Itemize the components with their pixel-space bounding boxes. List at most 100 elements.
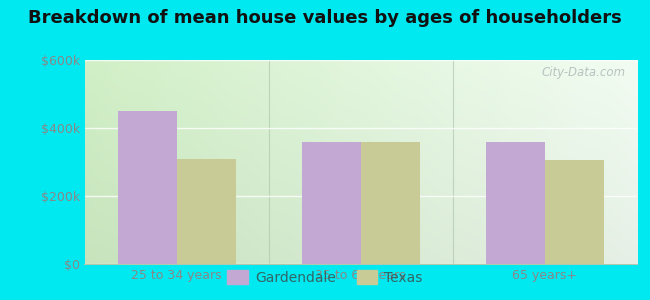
Bar [89,60,515,264]
Bar [89,60,521,264]
Bar [86,60,306,264]
Bar [88,60,449,264]
Bar [85,60,168,264]
Bar [87,60,322,264]
Bar [88,60,443,264]
Bar [86,60,228,264]
Bar [86,60,239,264]
Bar [85,60,140,264]
Bar [89,60,526,264]
Bar [88,60,438,264]
Bar [86,60,200,264]
Bar [87,60,339,264]
Bar [85,60,134,264]
Bar [88,60,427,264]
Legend: Gardendale, Texas: Gardendale, Texas [222,264,428,290]
Bar [88,60,471,264]
Bar [86,60,278,264]
Bar [90,60,593,264]
Bar [85,60,145,264]
Bar [86,60,317,264]
Text: Breakdown of mean house values by ages of householders: Breakdown of mean house values by ages o… [28,9,622,27]
Bar [87,60,361,264]
Bar [88,60,499,264]
Bar [302,142,361,264]
Bar [84,60,96,264]
Bar [87,60,328,264]
Bar [86,60,217,264]
Bar [88,60,433,264]
Bar [89,60,565,264]
Bar [85,60,123,264]
Bar [89,60,571,264]
Bar [88,60,394,264]
Bar [86,60,250,264]
Bar [86,60,261,264]
Bar [545,160,604,264]
Bar [87,60,333,264]
Bar [85,60,184,264]
Bar [86,60,245,264]
Bar [361,142,420,264]
Bar [88,60,411,264]
Bar [88,60,405,264]
Bar [84,60,107,264]
Bar [86,60,289,264]
Bar [85,60,173,264]
Bar [86,60,211,264]
Bar [86,60,266,264]
Bar [86,60,233,264]
Bar [90,60,626,264]
Bar [84,60,118,264]
Bar [88,60,493,264]
Bar [85,60,156,264]
Bar [86,60,283,264]
Bar [87,60,350,264]
Bar [86,60,294,264]
Bar [118,111,177,264]
Bar [88,60,455,264]
Bar [87,60,377,264]
Bar [88,60,482,264]
Bar [90,60,637,264]
Bar [86,60,189,264]
Bar [88,60,383,264]
Bar [90,60,598,264]
Bar [85,60,129,264]
Bar [88,60,416,264]
Bar [85,60,151,264]
Bar [85,60,178,264]
Bar [85,60,162,264]
Bar [90,60,582,264]
Bar [90,60,604,264]
Bar [88,60,488,264]
Bar [86,60,311,264]
Text: City-Data.com: City-Data.com [542,66,626,79]
Bar [87,60,367,264]
Bar [89,60,554,264]
Bar [486,142,545,264]
Bar [89,60,577,264]
Bar [88,60,510,264]
Bar [90,60,588,264]
Bar [90,60,615,264]
Bar [88,60,460,264]
Bar [88,60,476,264]
Bar [177,159,235,264]
Bar [88,60,399,264]
Bar [86,60,206,264]
Bar [87,60,355,264]
Bar [88,60,465,264]
Bar [88,60,421,264]
Bar [89,60,549,264]
Bar [90,60,620,264]
Bar [86,60,255,264]
Bar [86,60,300,264]
Bar [86,60,272,264]
Bar [90,60,631,264]
Bar [87,60,345,264]
Bar [88,60,504,264]
Bar [86,60,222,264]
Bar [84,60,90,264]
Bar [89,60,532,264]
